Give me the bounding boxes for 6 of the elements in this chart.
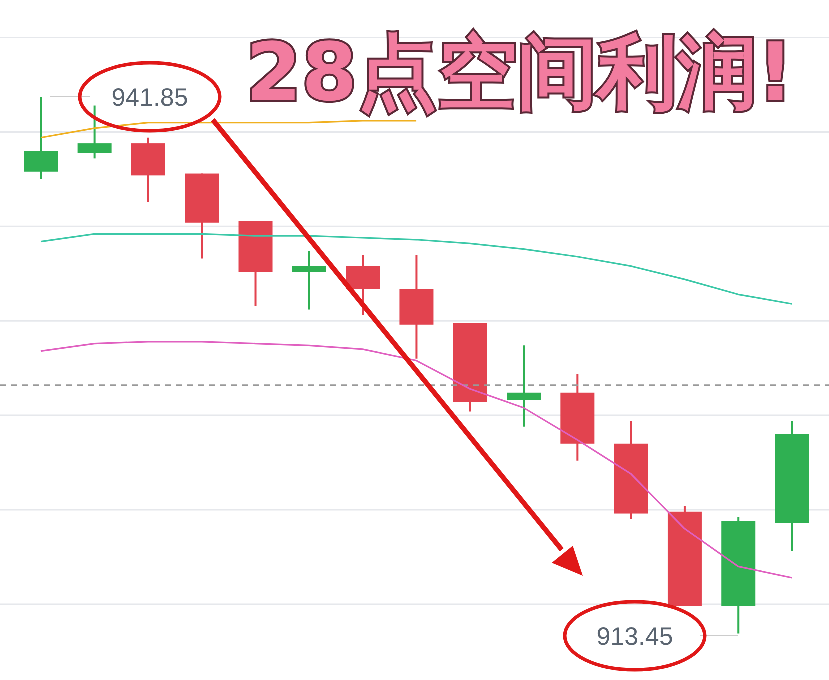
chart-title: 28点空间利润! bbox=[246, 26, 794, 119]
candlestick bbox=[78, 104, 112, 160]
candlestick bbox=[292, 250, 326, 311]
annotation: 913.45 bbox=[596, 623, 674, 651]
candlestick bbox=[507, 344, 542, 428]
annotation: 941.85 bbox=[112, 84, 188, 112]
